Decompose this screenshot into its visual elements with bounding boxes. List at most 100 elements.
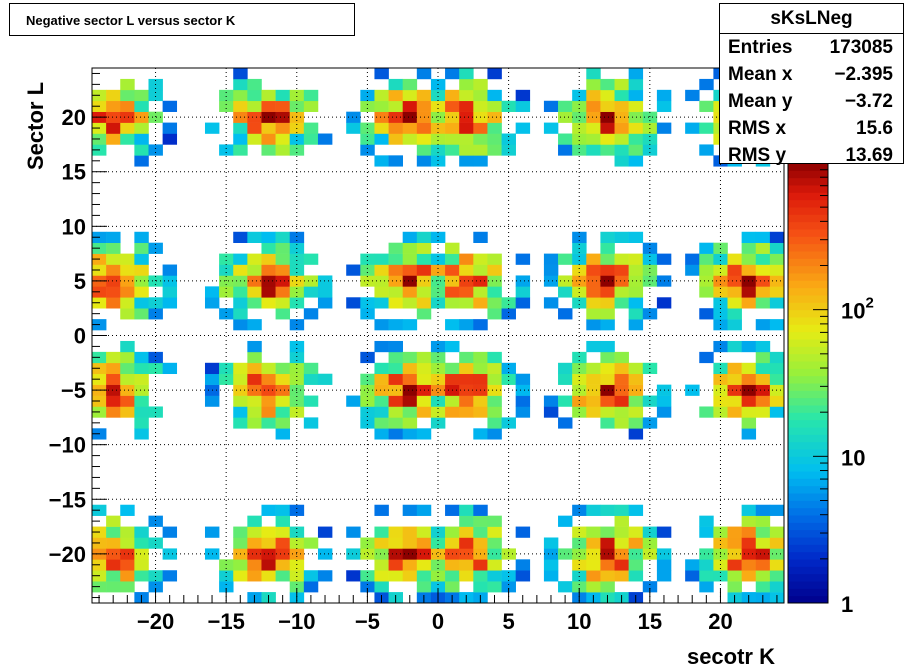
heatmap-cell <box>360 100 375 112</box>
heatmap-cell <box>586 559 601 571</box>
heatmap-cell <box>261 559 276 571</box>
heatmap-cell <box>233 308 248 320</box>
heatmap-cell <box>402 319 418 331</box>
heatmap-cell <box>162 570 178 582</box>
heatmap-cell <box>120 264 135 276</box>
heatmap-cell <box>755 570 771 582</box>
heatmap-cell <box>120 78 135 91</box>
heatmap-cell <box>572 111 587 123</box>
heatmap-cell <box>360 395 375 407</box>
heatmap-cell <box>769 264 785 276</box>
heatmap-cell <box>445 406 460 418</box>
heatmap-cell <box>162 297 178 309</box>
heatmap-cell <box>642 253 658 265</box>
y-tick-label: 0 <box>74 324 86 349</box>
palette-swatch <box>788 573 828 582</box>
heatmap-cell <box>402 122 418 134</box>
heatmap-cell <box>275 526 291 538</box>
heatmap-cell <box>388 362 403 375</box>
heatmap-cell <box>628 264 644 276</box>
heatmap-cell <box>572 89 587 102</box>
heatmap-cell <box>543 100 559 112</box>
heatmap-cell <box>204 297 220 309</box>
heatmap-cell <box>713 395 728 407</box>
heatmap-cell <box>727 384 742 396</box>
heatmap-cell <box>600 406 615 418</box>
heatmap-cell <box>430 275 446 287</box>
palette-swatch <box>788 507 828 516</box>
heatmap-cell <box>586 340 601 353</box>
heatmap-cell <box>134 133 149 145</box>
heatmap-cell <box>614 515 629 527</box>
heatmap-cell <box>699 351 714 364</box>
heatmap-cell <box>614 155 629 167</box>
heatmap-cell <box>204 122 220 134</box>
heatmap-cell <box>628 548 644 560</box>
heatmap-cell <box>558 362 573 375</box>
heatmap-cell <box>769 351 785 364</box>
heatmap-cell <box>614 286 629 298</box>
heatmap-cell <box>134 417 149 429</box>
heatmap-cell <box>614 384 629 396</box>
palette-swatch <box>788 456 828 465</box>
heatmap-cell <box>120 548 135 560</box>
heatmap-cell <box>416 286 432 298</box>
heatmap-cell <box>543 297 559 309</box>
heatmap-cell <box>233 395 248 407</box>
heatmap-cell <box>374 264 389 276</box>
stats-label: RMS y <box>728 145 787 166</box>
heatmap-cell <box>134 526 149 538</box>
heatmap-cell <box>459 68 474 80</box>
heatmap-cell <box>261 373 276 385</box>
heatmap-cell <box>106 406 121 418</box>
heatmap-cell <box>741 264 757 276</box>
stats-value: −2.395 <box>834 64 893 85</box>
heatmap-cell <box>699 406 714 418</box>
heatmap-cell <box>755 515 771 527</box>
heatmap-cell <box>247 417 262 429</box>
heatmap-cell <box>374 417 389 429</box>
heatmap-cell <box>699 78 714 91</box>
heatmap-cell <box>628 89 644 102</box>
heatmap-cell <box>247 231 262 243</box>
heatmap-cell <box>586 297 601 309</box>
heatmap-cell <box>261 297 276 309</box>
heatmap-cell <box>586 100 601 112</box>
heatmap-cell <box>558 133 573 145</box>
heatmap-cell <box>515 89 531 102</box>
heatmap-cell <box>445 362 460 375</box>
heatmap-cell <box>233 100 248 112</box>
heatmap-cell <box>247 406 262 418</box>
palette-swatch <box>788 368 828 377</box>
heatmap-cell <box>445 570 460 582</box>
heatmap-cell <box>233 362 248 375</box>
heatmap-cell <box>261 395 276 407</box>
heatmap-cell <box>741 297 757 309</box>
heatmap-cell <box>727 297 742 309</box>
x-tick-label: −10 <box>278 609 315 634</box>
heatmap-cell <box>416 231 432 243</box>
heatmap-cell <box>317 526 333 538</box>
heatmap-cell <box>402 537 418 549</box>
heatmap-cell <box>106 373 121 385</box>
heatmap-cell <box>134 373 149 385</box>
stats-label: Mean y <box>728 91 793 112</box>
heatmap-cell <box>120 581 135 593</box>
heatmap-cell <box>487 362 502 375</box>
heatmap-cell <box>755 242 771 254</box>
heatmap-cell <box>769 373 785 385</box>
palette-swatch <box>788 229 828 237</box>
heatmap-cell <box>487 570 502 582</box>
heatmap-cell <box>699 144 714 156</box>
heatmap-cell <box>614 144 629 156</box>
heatmap-cell <box>148 351 163 364</box>
heatmap-cell <box>120 89 135 102</box>
heatmap-cell <box>614 362 629 375</box>
heatmap-cell <box>219 581 234 593</box>
heatmap-cell <box>233 264 248 276</box>
heatmap-cell <box>275 417 291 429</box>
heatmap-cell <box>275 133 291 145</box>
heatmap-cell <box>416 537 432 549</box>
heatmap-cell <box>614 570 629 582</box>
heatmap-cell <box>275 122 291 134</box>
